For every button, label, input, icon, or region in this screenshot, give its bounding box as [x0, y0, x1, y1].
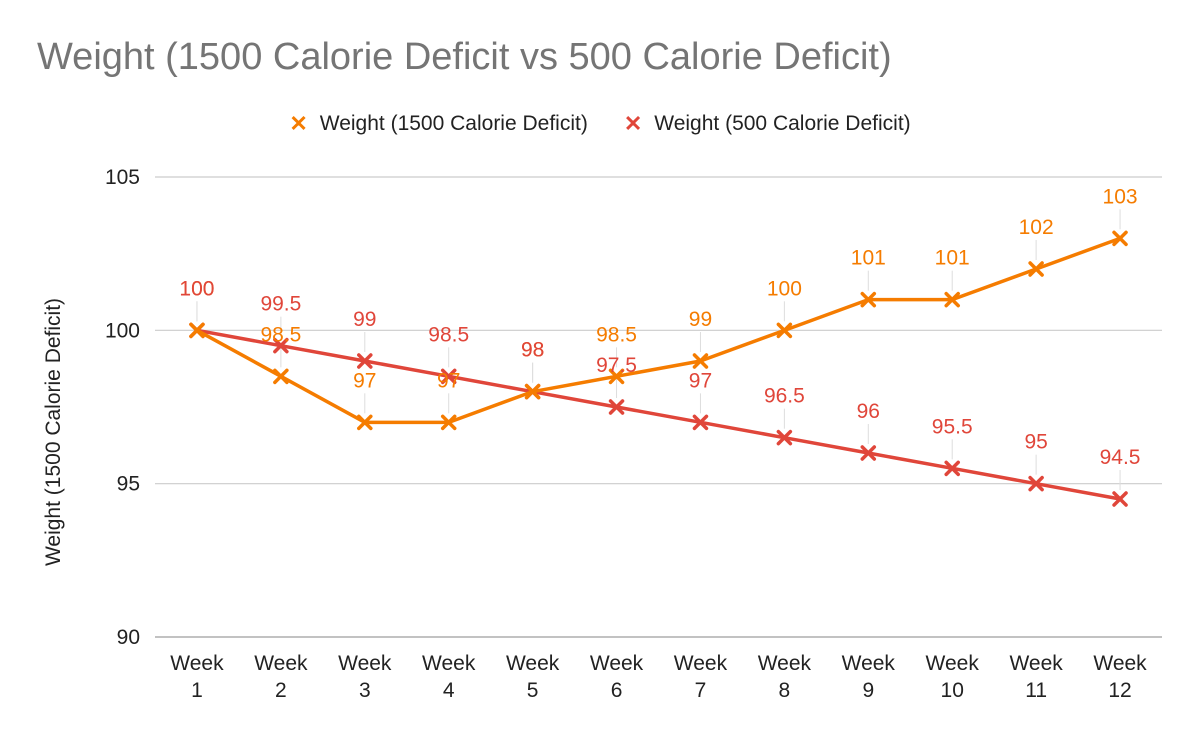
- data-label: 98: [521, 339, 544, 362]
- x-tick-label: 3: [359, 679, 371, 702]
- data-point-marker: [944, 291, 960, 308]
- x-tick-label: Week: [422, 652, 476, 675]
- series-line-1: [195, 328, 1122, 501]
- x-tick-label: 6: [611, 679, 623, 702]
- data-point-marker: [273, 368, 289, 385]
- data-point-marker: [776, 322, 793, 339]
- data-point-marker: [357, 353, 373, 369]
- data-point-marker: [189, 322, 205, 339]
- x-tick-label: Week: [842, 652, 896, 675]
- data-label: 102: [1019, 216, 1054, 239]
- x-tick-label: Week: [1093, 652, 1147, 675]
- legend-item-500[interactable]: ✕ Weight (500 Calorie Deficit): [624, 112, 911, 136]
- x-tick-label: 2: [275, 679, 287, 702]
- x-tick-label: Week: [674, 652, 728, 675]
- x-tick-label: 7: [695, 679, 707, 702]
- data-label: 97: [689, 369, 712, 392]
- x-axis-ticks: Week 1 Week 2 Week 3 Week 4 Week 5 Week 6 Week 7 Week 8…: [170, 652, 1147, 702]
- x-marker-icon: ✕: [289, 111, 308, 136]
- data-point-marker: [944, 460, 960, 477]
- x-tick-label: 8: [779, 679, 791, 702]
- data-label: 98.5: [260, 323, 301, 346]
- x-tick-label: Week: [254, 652, 308, 675]
- data-label: 97.5: [596, 354, 637, 377]
- data-label: 100: [179, 277, 214, 300]
- data-label: 96.5: [764, 385, 805, 408]
- data-label: 99.5: [260, 293, 301, 316]
- x-tick-label: Week: [1009, 652, 1063, 675]
- y-axis-ticks: 90 95 100 105: [105, 166, 140, 649]
- data-point-marker: [440, 414, 457, 431]
- legend: ✕ Weight (1500 Calorie Deficit) ✕ Weight…: [0, 112, 1200, 136]
- x-tick-label: Week: [926, 652, 980, 675]
- data-label: 94.5: [1100, 446, 1141, 469]
- data-point-marker: [608, 368, 625, 385]
- x-tick-label: Week: [170, 652, 224, 675]
- data-point-marker: [273, 337, 289, 354]
- data-label: 103: [1103, 185, 1138, 208]
- x-tick-label: 5: [527, 679, 539, 702]
- data-label: 101: [935, 247, 970, 270]
- label-leaders: [196, 209, 1121, 490]
- data-point-marker: [860, 291, 877, 308]
- x-tick-label: 1: [191, 679, 203, 702]
- x-tick-label: 11: [1025, 679, 1047, 702]
- x-tick-label: Week: [590, 652, 644, 675]
- data-point-marker: [1112, 230, 1128, 247]
- chart-title: Weight (1500 Calorie Deficit vs 500 Calo…: [37, 36, 892, 78]
- data-label: 98: [521, 339, 544, 362]
- legend-label-1500: Weight (1500 Calorie Deficit): [319, 112, 588, 135]
- x-tick-label: Week: [338, 652, 392, 675]
- x-tick-label: 9: [862, 679, 874, 702]
- data-point-marker: [608, 399, 625, 415]
- data-label: 101: [851, 247, 886, 270]
- data-label: 99: [689, 308, 712, 331]
- data-point-marker: [440, 368, 457, 385]
- data-point-marker: [1112, 491, 1128, 507]
- x-tick-label: 12: [1108, 679, 1131, 702]
- data-point-marker: [692, 414, 709, 431]
- data-point-marker: [776, 429, 793, 446]
- data-label: 100: [179, 277, 214, 300]
- y-tick-label: 100: [105, 319, 140, 342]
- y-axis-title: Weight (1500 Calorie Deficit): [42, 298, 65, 566]
- gridlines: [155, 176, 1162, 638]
- data-point-marker: [1028, 261, 1044, 277]
- y-tick-label: 95: [117, 473, 140, 496]
- x-marker-icon: ✕: [623, 111, 643, 136]
- data-label: 98.5: [428, 323, 469, 346]
- data-label: 96: [857, 400, 880, 423]
- x-tick-label: 10: [941, 679, 964, 702]
- series-lines: [189, 230, 1128, 507]
- data-label: 100: [767, 277, 802, 300]
- data-point-marker: [524, 383, 541, 400]
- data-point-marker: [1028, 475, 1044, 492]
- data-label: 95: [1024, 431, 1047, 454]
- data-label: 99: [353, 308, 376, 331]
- legend-item-1500[interactable]: ✕ Weight (1500 Calorie Deficit): [289, 112, 588, 136]
- x-tick-label: Week: [506, 652, 560, 675]
- series-line-0: [195, 236, 1122, 425]
- data-label: 98.5: [596, 323, 637, 346]
- data-label: 97: [353, 369, 376, 392]
- data-point-marker: [357, 414, 373, 431]
- x-tick-label: Week: [758, 652, 812, 675]
- data-point-marker: [860, 445, 877, 461]
- data-point-marker: [692, 353, 709, 369]
- data-label: 95.5: [932, 415, 973, 438]
- legend-label-500: Weight (500 Calorie Deficit): [654, 112, 911, 135]
- y-tick-label: 105: [105, 166, 140, 189]
- y-tick-label: 90: [117, 626, 140, 649]
- x-tick-label: 4: [443, 679, 455, 702]
- data-label: 97: [437, 369, 460, 392]
